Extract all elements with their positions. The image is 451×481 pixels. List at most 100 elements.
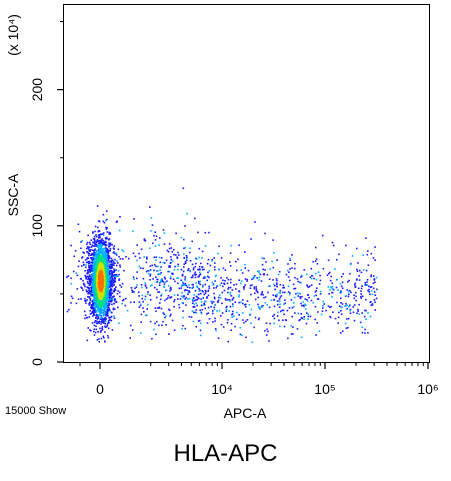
event-point — [90, 286, 92, 289]
event-point — [112, 290, 115, 292]
event-point — [243, 288, 245, 290]
event-point — [337, 322, 339, 324]
event-point — [117, 262, 119, 264]
event-point — [213, 257, 216, 259]
event-point — [307, 318, 309, 320]
event-point — [334, 268, 336, 270]
event-point — [168, 265, 170, 267]
event-point — [325, 309, 327, 312]
event-point — [136, 244, 138, 246]
event-point — [115, 254, 118, 256]
event-point — [347, 290, 350, 293]
event-point — [113, 300, 116, 302]
event-point — [194, 271, 196, 274]
event-point — [201, 268, 204, 271]
event-point — [114, 280, 117, 283]
event-point — [92, 280, 94, 282]
event-point — [88, 252, 91, 255]
event-point — [113, 289, 116, 292]
event-point — [335, 286, 338, 289]
event-point — [240, 280, 243, 282]
event-point — [206, 296, 208, 298]
event-point — [121, 249, 123, 251]
event-point — [92, 296, 95, 298]
event-point — [103, 243, 105, 246]
event-point — [105, 267, 108, 270]
event-point — [183, 295, 186, 297]
event-point — [111, 259, 114, 262]
event-point — [167, 308, 170, 311]
event-point — [167, 285, 170, 287]
event-point — [201, 257, 203, 259]
event-point — [222, 326, 225, 328]
event-point — [108, 284, 110, 286]
event-point — [178, 287, 181, 290]
event-point — [104, 252, 107, 254]
event-point — [99, 318, 102, 320]
event-point — [154, 322, 156, 325]
event-point — [104, 288, 107, 290]
event-point — [68, 308, 70, 311]
event-point — [307, 294, 309, 296]
event-point — [151, 264, 153, 267]
event-point — [106, 267, 108, 269]
event-point — [373, 275, 375, 277]
event-point — [106, 289, 109, 291]
event-point — [308, 296, 310, 299]
event-point — [92, 310, 95, 312]
event-point — [119, 284, 121, 286]
event-point — [109, 260, 112, 263]
event-point — [363, 315, 366, 318]
event-point — [98, 292, 101, 295]
event-point — [200, 304, 203, 307]
event-point — [96, 339, 99, 341]
event-point — [131, 329, 134, 331]
event-point — [104, 320, 107, 322]
event-point — [124, 304, 127, 307]
event-point — [261, 291, 264, 293]
event-point — [105, 288, 107, 291]
event-point — [352, 306, 355, 308]
event-point — [113, 268, 115, 270]
event-point — [138, 265, 140, 268]
event-point — [231, 298, 234, 301]
event-point — [268, 306, 271, 309]
event-point — [90, 293, 92, 296]
event-point — [85, 266, 87, 269]
event-point — [101, 285, 103, 288]
event-point — [257, 291, 259, 294]
event-point — [192, 300, 194, 302]
event-point — [283, 286, 285, 289]
event-point — [100, 258, 102, 261]
event-point — [191, 276, 194, 279]
event-point — [226, 282, 229, 285]
event-point — [211, 281, 214, 284]
event-point — [98, 341, 101, 343]
event-point — [107, 293, 109, 295]
event-point — [301, 304, 303, 307]
event-point — [202, 297, 204, 299]
event-point — [105, 251, 108, 253]
event-point — [93, 321, 96, 324]
event-point — [100, 296, 102, 298]
event-point — [331, 296, 333, 298]
event-point — [155, 333, 157, 336]
event-point — [257, 303, 259, 306]
event-point — [215, 274, 217, 277]
event-point — [102, 262, 104, 265]
event-point — [92, 287, 94, 290]
event-point — [214, 268, 216, 271]
event-point — [187, 269, 189, 272]
event-point — [266, 328, 268, 331]
event-point — [197, 280, 200, 283]
event-point — [357, 262, 359, 264]
event-point — [225, 299, 227, 301]
event-point — [100, 269, 102, 271]
event-point — [304, 298, 307, 300]
event-point — [88, 284, 91, 287]
event-point — [183, 238, 185, 241]
event-point — [372, 287, 375, 290]
event-point — [160, 266, 162, 268]
event-point — [163, 276, 166, 279]
event-point — [93, 240, 96, 242]
